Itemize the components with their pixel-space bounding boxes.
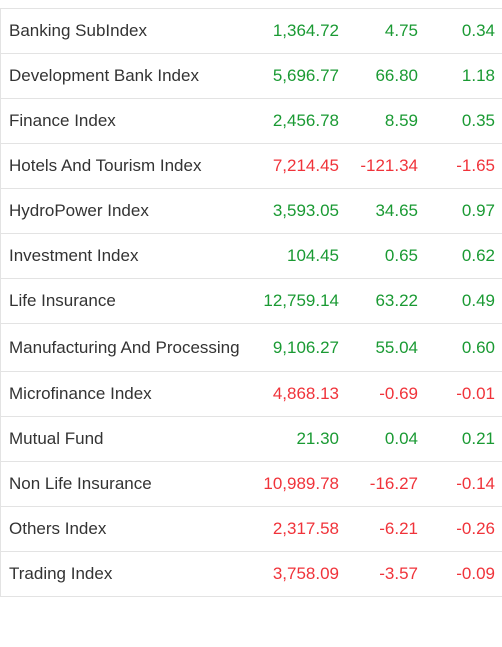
index-value: 21.30 bbox=[296, 429, 339, 448]
index-value: 9,106.27 bbox=[272, 337, 339, 357]
table-row[interactable]: Manufacturing And Processing 9,106.27 55… bbox=[0, 324, 502, 372]
index-change: 63.22 bbox=[375, 291, 418, 310]
index-value: 3,593.05 bbox=[272, 201, 339, 220]
table-row[interactable]: Hotels And Tourism Index 7,214.45 -121.3… bbox=[0, 144, 502, 189]
index-value: 1,364.72 bbox=[272, 21, 339, 40]
index-value: 2,456.78 bbox=[272, 111, 339, 130]
table-row[interactable]: Mutual Fund 21.30 0.04 0.21 bbox=[0, 417, 502, 462]
table-row[interactable]: Banking SubIndex 1,364.72 4.75 0.34 bbox=[0, 9, 502, 54]
table-row[interactable]: Development Bank Index 5,696.77 66.80 1.… bbox=[0, 54, 502, 99]
index-value: 12,759.14 bbox=[263, 291, 339, 310]
index-value: 104.45 bbox=[287, 246, 339, 265]
index-change: 34.65 bbox=[375, 201, 418, 220]
index-percent-change: 0.62 bbox=[461, 246, 495, 265]
index-change: 8.59 bbox=[384, 111, 418, 130]
table-row[interactable]: Trading Index 3,758.09 -3.57 -0.09 bbox=[0, 552, 502, 597]
index-value: 10,989.78 bbox=[263, 474, 339, 493]
index-change: 55.04 bbox=[375, 337, 418, 357]
index-change: 4.75 bbox=[384, 21, 418, 40]
index-percent-change: -0.26 bbox=[456, 519, 495, 538]
index-name: Others Index bbox=[9, 519, 107, 538]
index-value: 7,214.45 bbox=[272, 156, 339, 175]
index-name: Microfinance Index bbox=[9, 384, 152, 403]
index-value: 2,317.58 bbox=[272, 519, 339, 538]
table-row[interactable]: Life Insurance 12,759.14 63.22 0.49 bbox=[0, 279, 502, 324]
table-row[interactable]: Investment Index 104.45 0.65 0.62 bbox=[0, 234, 502, 279]
index-change: -121.34 bbox=[360, 156, 418, 175]
index-percent-change: 1.18 bbox=[461, 66, 495, 85]
index-value: 5,696.77 bbox=[272, 66, 339, 85]
index-percent-change: 0.35 bbox=[461, 111, 495, 130]
index-name: Life Insurance bbox=[9, 291, 116, 310]
index-name: Banking SubIndex bbox=[9, 21, 147, 40]
index-change: 66.80 bbox=[375, 66, 418, 85]
index-percent-change: 0.21 bbox=[461, 429, 495, 448]
index-name: Trading Index bbox=[9, 564, 113, 583]
index-change: -3.57 bbox=[379, 564, 418, 583]
index-change: -6.21 bbox=[379, 519, 418, 538]
index-name: Manufacturing And Processing bbox=[9, 337, 240, 357]
index-percent-change: -0.09 bbox=[456, 564, 495, 583]
index-change: -16.27 bbox=[369, 474, 418, 493]
index-name: HydroPower Index bbox=[9, 201, 149, 220]
index-percent-change: -0.14 bbox=[456, 474, 495, 493]
index-name: Mutual Fund bbox=[9, 429, 104, 448]
index-percent-change: -1.65 bbox=[456, 156, 495, 175]
table-row[interactable]: Microfinance Index 4,868.13 -0.69 -0.01 bbox=[0, 372, 502, 417]
index-percent-change: 0.97 bbox=[461, 201, 495, 220]
sub-index-table: Banking SubIndex 1,364.72 4.75 0.34 Deve… bbox=[0, 8, 502, 597]
index-name: Investment Index bbox=[9, 246, 139, 265]
index-percent-change: 0.60 bbox=[461, 337, 495, 357]
index-name: Non Life Insurance bbox=[9, 474, 152, 493]
table-row[interactable]: Finance Index 2,456.78 8.59 0.35 bbox=[0, 99, 502, 144]
index-change: -0.69 bbox=[379, 384, 418, 403]
table-row[interactable]: Non Life Insurance 10,989.78 -16.27 -0.1… bbox=[0, 462, 502, 507]
index-value: 4,868.13 bbox=[272, 384, 339, 403]
index-percent-change: -0.01 bbox=[456, 384, 495, 403]
index-percent-change: 0.34 bbox=[461, 21, 495, 40]
index-change: 0.04 bbox=[384, 429, 418, 448]
index-name: Finance Index bbox=[9, 111, 116, 130]
index-name: Development Bank Index bbox=[9, 66, 199, 85]
index-name: Hotels And Tourism Index bbox=[9, 156, 202, 175]
index-change: 0.65 bbox=[384, 246, 418, 265]
table-row[interactable]: HydroPower Index 3,593.05 34.65 0.97 bbox=[0, 189, 502, 234]
index-value: 3,758.09 bbox=[272, 564, 339, 583]
index-percent-change: 0.49 bbox=[461, 291, 495, 310]
table-row[interactable]: Others Index 2,317.58 -6.21 -0.26 bbox=[0, 507, 502, 552]
